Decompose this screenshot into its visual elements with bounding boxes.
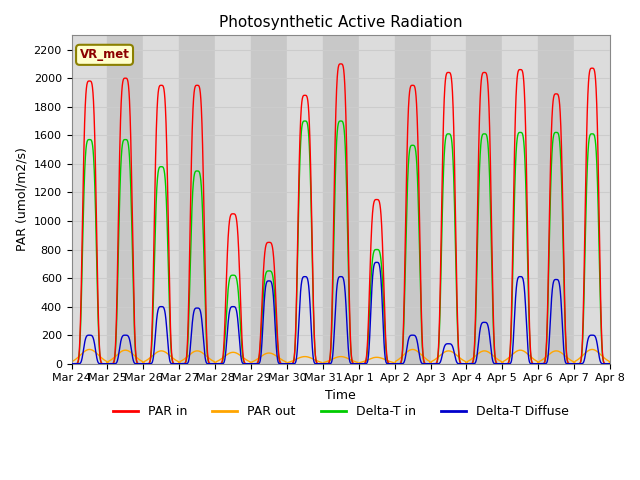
Bar bbox=[108, 36, 143, 364]
Bar bbox=[72, 36, 108, 364]
Y-axis label: PAR (umol/m2/s): PAR (umol/m2/s) bbox=[15, 147, 28, 252]
Bar bbox=[323, 36, 359, 364]
Bar bbox=[251, 36, 287, 364]
Title: Photosynthetic Active Radiation: Photosynthetic Active Radiation bbox=[219, 15, 463, 30]
Bar bbox=[431, 36, 467, 364]
Bar bbox=[538, 36, 574, 364]
Bar bbox=[143, 36, 179, 364]
Bar bbox=[287, 36, 323, 364]
Bar bbox=[574, 36, 610, 364]
Text: VR_met: VR_met bbox=[79, 48, 129, 61]
Bar bbox=[395, 36, 431, 364]
X-axis label: Time: Time bbox=[325, 389, 356, 402]
Bar bbox=[467, 36, 502, 364]
Bar bbox=[359, 36, 395, 364]
Bar bbox=[215, 36, 251, 364]
Bar bbox=[179, 36, 215, 364]
Legend: PAR in, PAR out, Delta-T in, Delta-T Diffuse: PAR in, PAR out, Delta-T in, Delta-T Dif… bbox=[108, 400, 573, 423]
Bar bbox=[502, 36, 538, 364]
